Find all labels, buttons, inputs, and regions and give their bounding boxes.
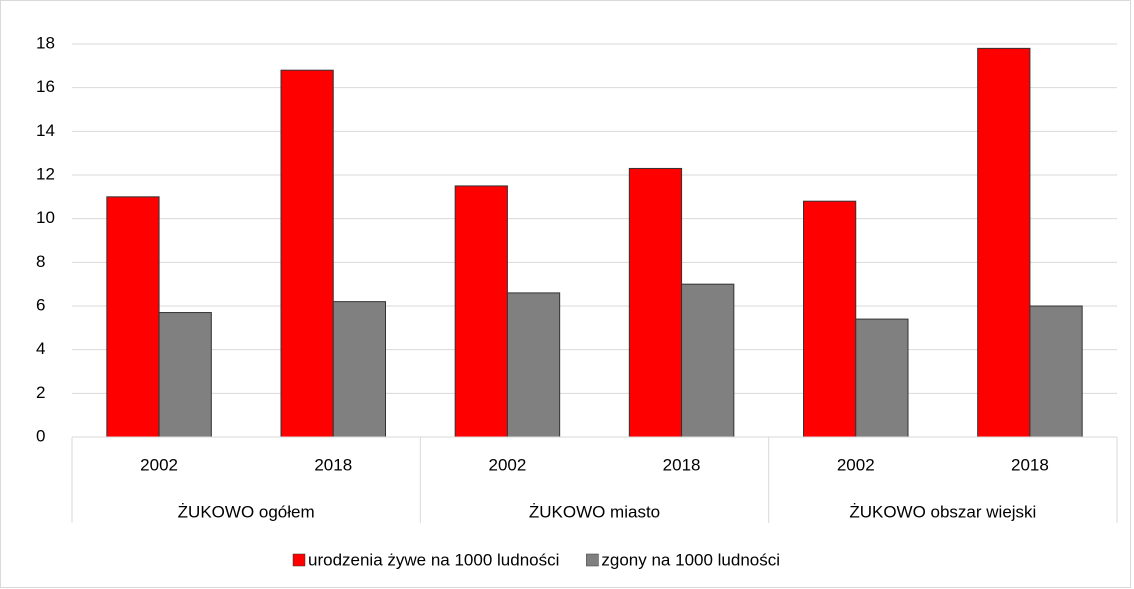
bar	[803, 200, 857, 438]
y-tick-label: 16	[36, 77, 55, 96]
y-tick-label: 6	[36, 295, 45, 314]
y-tick-label: 8	[36, 252, 45, 271]
y-tick-label: 14	[36, 121, 55, 140]
bar	[106, 196, 160, 438]
bar	[977, 47, 1031, 438]
group-label: ŻUKOWO miasto	[529, 502, 660, 521]
bar	[855, 318, 909, 438]
legend-label: urodzenia żywe na 1000 ludności	[308, 550, 559, 569]
y-tick-label: 4	[36, 339, 45, 358]
x-tick-label: 2018	[314, 455, 352, 474]
bar	[681, 283, 735, 438]
bar	[1029, 305, 1083, 438]
x-tick-label: 2018	[663, 455, 701, 474]
y-tick-label: 12	[36, 164, 55, 183]
group-label: ŻUKOWO ogółem	[178, 502, 315, 521]
bar	[332, 301, 386, 438]
bar	[628, 167, 683, 438]
x-tick-label: 2002	[140, 455, 178, 474]
bar	[280, 69, 334, 438]
legend-swatch	[292, 553, 306, 567]
legend-label: zgony na 1000 ludności	[601, 550, 780, 569]
bar	[158, 312, 212, 438]
group-label: ŻUKOWO obszar wiejski	[849, 502, 1036, 521]
x-tick-label: 2018	[1011, 455, 1049, 474]
x-tick-label: 2002	[489, 455, 527, 474]
y-tick-label: 0	[36, 426, 45, 445]
bar	[506, 292, 561, 438]
x-tick-label: 2002	[837, 455, 875, 474]
y-tick-label: 10	[36, 208, 55, 227]
y-tick-label: 2	[36, 383, 45, 402]
y-tick-label: 18	[36, 33, 55, 52]
bar	[454, 185, 508, 438]
legend-swatch	[586, 553, 599, 567]
